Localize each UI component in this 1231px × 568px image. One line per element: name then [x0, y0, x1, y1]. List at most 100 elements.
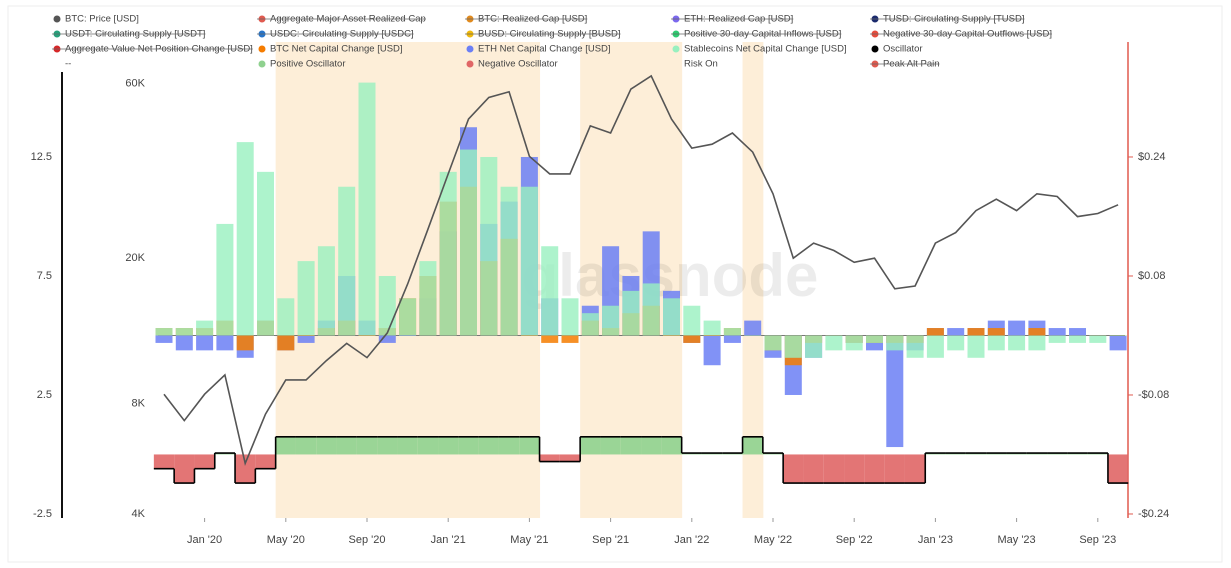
legend-label: BTC Net Capital Change [USD] — [270, 44, 403, 55]
risk-on-band — [661, 42, 683, 518]
oscillator-bar — [539, 454, 560, 462]
capital-bar — [1089, 335, 1107, 343]
y3-tick-label: -2.5 — [33, 508, 52, 520]
capital-bar — [460, 149, 477, 336]
capital-bar — [703, 320, 721, 336]
x-tick-label: Jan '20 — [187, 534, 222, 546]
oscillator-bar — [377, 436, 398, 455]
capital-bar — [784, 335, 802, 358]
oscillator-bar — [174, 454, 195, 484]
capital-bar — [297, 335, 315, 336]
legend-label: Negative Oscillator — [478, 59, 558, 70]
capital-bar — [602, 305, 620, 336]
legend-label: Stablecoins Net Capital Change [USD] — [684, 44, 847, 55]
oscillator-bar — [397, 436, 418, 455]
legend-label: Risk On — [684, 59, 718, 70]
oscillator-bar — [641, 436, 662, 455]
risk-on-band — [397, 42, 419, 518]
y3-tick-label: 2.5 — [37, 389, 52, 401]
capital-bar — [947, 335, 965, 351]
oscillator-bar — [153, 454, 175, 469]
capital-bar — [297, 261, 315, 336]
x-tick-label: May '21 — [510, 534, 548, 546]
capital-bar — [744, 320, 762, 336]
oscillator-bar — [661, 436, 682, 455]
y-tick-label: 20K — [125, 252, 145, 264]
capital-bar — [439, 171, 457, 336]
capital-bar — [378, 335, 396, 343]
y2-tick-label: -$0.24 — [1138, 508, 1169, 520]
capital-bar — [886, 335, 904, 448]
capital-bar — [155, 328, 173, 336]
legend-marker — [466, 60, 474, 68]
oscillator-bar — [559, 454, 581, 462]
legend-marker — [258, 60, 266, 68]
capital-bar — [805, 335, 823, 358]
capital-bar — [317, 246, 335, 336]
capital-bar — [642, 283, 660, 336]
legend-marker — [672, 45, 680, 53]
oscillator-bar — [580, 436, 601, 455]
capital-bar — [663, 298, 680, 336]
capital-bar — [1109, 335, 1127, 351]
capital-bar — [399, 298, 417, 336]
capital-bar — [541, 246, 559, 336]
capital-bar — [845, 335, 863, 351]
legend-label: ETH Net Capital Change [USD] — [478, 44, 611, 55]
y-tick-label: 60K — [125, 78, 145, 90]
capital-bar — [338, 186, 356, 336]
capital-bar — [297, 335, 315, 343]
legend-label: -- — [65, 59, 71, 70]
oscillator-bar — [275, 436, 296, 455]
capital-bar — [399, 335, 417, 336]
capital-bar — [1028, 335, 1046, 351]
capital-bar — [358, 335, 376, 336]
oscillator-bar — [904, 454, 926, 484]
capital-bar — [378, 275, 396, 336]
capital-bar — [926, 335, 944, 358]
oscillator-bar — [255, 454, 276, 469]
x-tick-label: Sep '21 — [592, 534, 629, 546]
y-tick-label: 4K — [132, 508, 146, 520]
capital-bar — [561, 298, 579, 336]
x-tick-label: May '20 — [267, 534, 305, 546]
oscillator-bar — [1107, 454, 1129, 484]
capital-bar — [987, 328, 1005, 336]
capital-bar — [967, 335, 985, 358]
y3-tick-label: 7.5 — [37, 270, 52, 282]
capital-bar — [703, 335, 721, 366]
capital-bar — [703, 335, 721, 336]
capital-bar — [886, 335, 904, 351]
x-tick-label: Sep '20 — [349, 534, 386, 546]
oscillator-bar — [336, 436, 357, 455]
legend-marker — [871, 45, 879, 53]
oscillator-bar — [295, 436, 317, 455]
risk-on-band — [275, 42, 297, 518]
x-tick-label: Jan '22 — [674, 534, 709, 546]
capital-bar — [196, 320, 214, 336]
capital-bar — [683, 305, 701, 336]
y2-tick-label: $0.08 — [1138, 270, 1166, 282]
capital-bar — [520, 335, 538, 336]
capital-bar — [926, 328, 944, 336]
capital-bar — [967, 328, 985, 336]
capital-bar — [277, 335, 295, 351]
oscillator-bar — [417, 436, 439, 455]
oscillator-bar — [823, 454, 845, 484]
x-tick-label: Jan '23 — [918, 534, 953, 546]
capital-bar — [1048, 328, 1066, 336]
capital-bar — [216, 223, 234, 336]
oscillator-bar — [600, 436, 621, 455]
legend-marker — [466, 45, 474, 53]
capital-bar — [987, 335, 1005, 351]
y2-tick-label: $0.24 — [1138, 151, 1166, 163]
capital-bar — [196, 335, 214, 351]
oscillator-bar — [235, 454, 256, 484]
risk-on-band — [580, 42, 601, 518]
capital-bar — [906, 335, 924, 358]
capital-bar — [236, 335, 254, 351]
capital-bar — [764, 335, 782, 351]
capital-bar — [1048, 335, 1066, 343]
oscillator-bar — [884, 454, 905, 484]
